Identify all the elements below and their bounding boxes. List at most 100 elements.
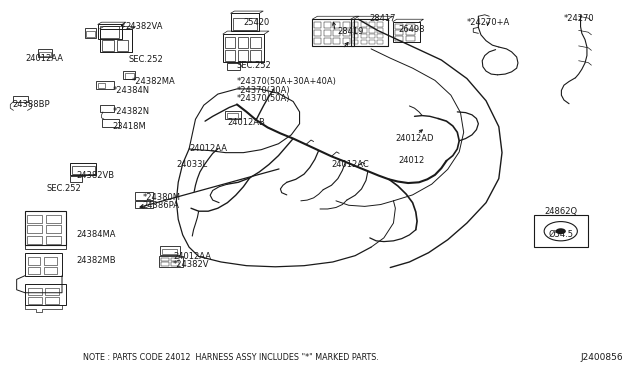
Bar [369,22,375,27]
Text: *24270: *24270 [564,14,595,23]
Text: 24388BP: 24388BP [12,100,50,109]
Bar [351,19,388,46]
Text: 24384MA: 24384MA [76,230,116,240]
Bar [46,215,61,223]
Text: 24382VA: 24382VA [125,22,163,31]
Bar [378,28,383,33]
Bar [369,40,375,44]
Bar [13,96,28,102]
Bar [361,34,367,38]
Bar [333,38,340,44]
Text: Ø54.5: Ø54.5 [549,230,574,239]
Bar [250,37,260,48]
Bar [225,49,235,61]
Circle shape [556,228,566,234]
Bar [97,81,115,89]
Bar [39,52,51,56]
Bar [361,28,367,33]
Bar [225,111,241,119]
Bar [343,22,350,28]
Bar [406,31,415,35]
Text: *24382MA: *24382MA [132,77,175,86]
Bar [312,19,354,46]
Bar [70,176,83,182]
Bar [324,22,331,28]
Bar [28,288,42,295]
Bar [353,28,358,33]
Bar [343,30,350,36]
Bar [72,166,95,174]
Bar [237,37,248,48]
Text: 24862Q: 24862Q [545,208,578,217]
Bar [225,37,235,48]
Text: 25420: 25420 [243,19,269,28]
Bar [324,38,331,44]
Text: 24012AC: 24012AC [332,160,369,169]
Text: 24012AB: 24012AB [227,118,265,127]
Text: 24012AA: 24012AA [173,252,211,261]
Bar [100,105,114,112]
Bar [161,257,169,261]
Bar [102,119,120,127]
Bar [28,267,40,274]
Bar [172,262,179,266]
Text: *24382N: *24382N [113,108,150,116]
Text: 24382MB: 24382MB [76,256,116,265]
Bar [353,22,358,27]
Bar [162,248,177,254]
Bar [27,235,42,244]
Bar [38,49,52,57]
Text: J2400856: J2400856 [580,353,623,362]
Bar [161,262,169,266]
Bar [25,211,67,245]
Bar [250,49,260,61]
Text: *24370(50A): *24370(50A) [237,94,291,103]
Text: SEC.252: SEC.252 [129,55,163,64]
Bar [343,38,350,44]
Text: *24382V: *24382V [173,260,210,269]
Bar [534,215,588,247]
Text: 24012: 24012 [398,156,424,165]
Bar [378,34,383,38]
Text: *24270+A: *24270+A [467,18,510,27]
Text: 23418M: 23418M [113,122,146,131]
Bar [314,22,321,28]
Bar [227,63,240,70]
Bar [324,30,331,36]
Bar [172,257,179,261]
Text: 28419: 28419 [338,26,364,36]
Bar [159,256,183,267]
Bar [135,192,153,200]
Bar [395,36,403,41]
Bar [393,22,420,42]
Bar [230,13,259,31]
Bar [223,34,264,62]
Text: SEC.252: SEC.252 [237,61,272,70]
Text: 24012AA: 24012AA [25,54,63,62]
Bar [227,113,238,118]
Bar [125,73,134,78]
Bar [395,25,403,29]
Text: 24386PA: 24386PA [143,201,179,210]
Text: *24380M: *24380M [143,193,180,202]
Bar [117,40,129,51]
Bar [27,215,42,223]
Bar [46,225,61,234]
Bar [86,32,95,37]
Bar [135,201,153,208]
Bar [124,71,135,79]
Bar [100,26,120,38]
Bar [46,235,61,244]
Text: 24033L: 24033L [176,160,207,169]
Text: 24012AA: 24012AA [189,144,227,153]
Bar [369,28,375,33]
Bar [98,83,106,88]
Bar [378,22,383,27]
Text: *24370(50A+30A+40A): *24370(50A+30A+40A) [237,77,337,86]
Bar [44,257,57,264]
Text: 28417: 28417 [370,14,396,23]
Bar [378,40,383,44]
Bar [25,284,67,305]
Bar [237,49,248,61]
Bar [353,34,358,38]
